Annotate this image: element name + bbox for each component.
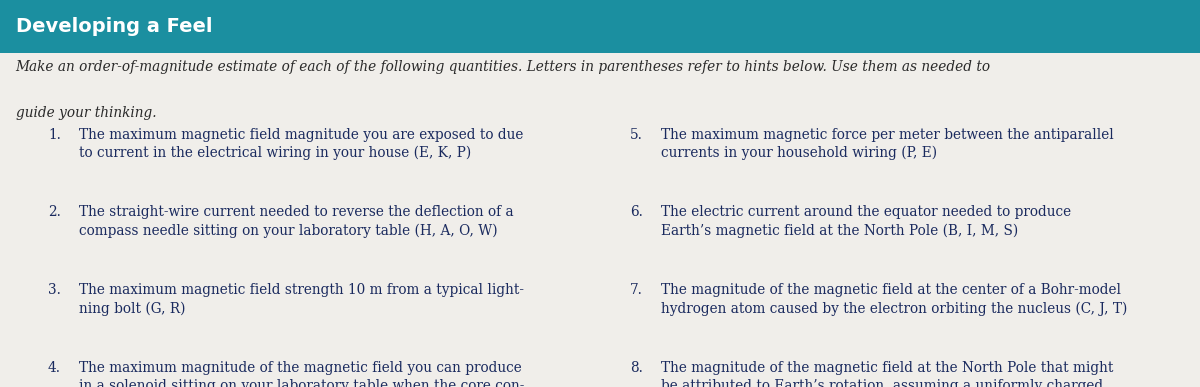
Bar (0, 0, 1200, 53)
Text: The maximum magnetic field magnitude you are exposed to due
to current in the el: The maximum magnetic field magnitude you… (79, 128, 523, 161)
Text: 1.: 1. (48, 128, 61, 142)
Text: The magnitude of the magnetic field at the center of a Bohr-model
hydrogen atom : The magnitude of the magnetic field at t… (661, 283, 1128, 316)
Text: 6.: 6. (630, 205, 643, 219)
Text: The straight-wire current needed to reverse the deflection of a
compass needle s: The straight-wire current needed to reve… (79, 205, 514, 238)
Text: 3.: 3. (48, 283, 61, 297)
Text: The electric current around the equator needed to produce
Earth’s magnetic field: The electric current around the equator … (661, 205, 1072, 238)
Text: Make an order-of-magnitude estimate of each of the following quantities. Letters: Make an order-of-magnitude estimate of e… (16, 60, 991, 74)
Text: 4.: 4. (48, 361, 61, 375)
Text: 8.: 8. (630, 361, 643, 375)
Text: The magnitude of the magnetic field at the North Pole that might
be attributed t: The magnitude of the magnetic field at t… (661, 361, 1114, 387)
Text: Developing a Feel: Developing a Feel (16, 17, 212, 36)
Text: guide your thinking.: guide your thinking. (16, 106, 156, 120)
Text: The maximum magnetic field strength 10 m from a typical light-
ning bolt (G, R): The maximum magnetic field strength 10 m… (79, 283, 524, 316)
Text: 7.: 7. (630, 283, 643, 297)
Text: The maximum magnetic force per meter between the antiparallel
currents in your h: The maximum magnetic force per meter bet… (661, 128, 1114, 161)
Text: 2.: 2. (48, 205, 61, 219)
Text: The maximum magnitude of the magnetic field you can produce
in a solenoid sittin: The maximum magnitude of the magnetic fi… (79, 361, 524, 387)
Text: 5.: 5. (630, 128, 643, 142)
